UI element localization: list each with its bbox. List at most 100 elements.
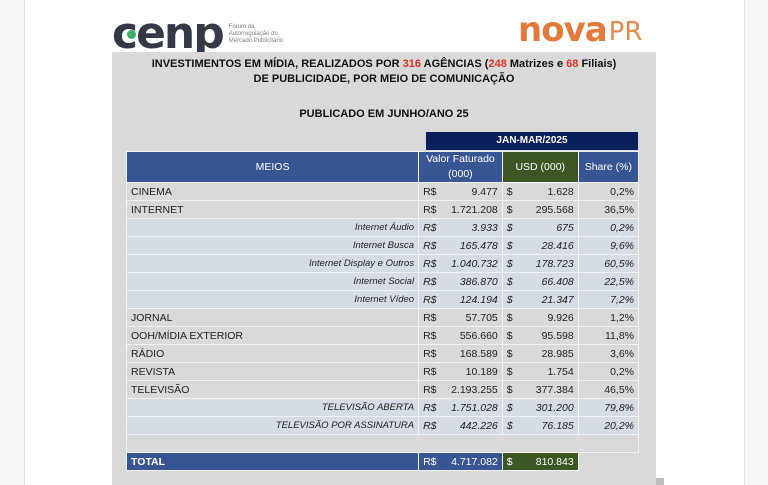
share-percent: 0,2%: [577, 218, 640, 237]
brl-amount: 165.478: [440, 236, 503, 255]
usd-amount: 301.200: [520, 398, 579, 417]
brl-currency: R$: [418, 362, 441, 381]
usd-currency: $: [501, 416, 521, 435]
brl-currency: R$: [418, 344, 441, 363]
brl-currency: R$: [418, 416, 441, 435]
usd-currency: $: [501, 272, 521, 291]
brl-currency: R$: [418, 218, 441, 237]
brl-currency: R$: [418, 272, 441, 291]
total-usd-amount: 810.843: [520, 452, 579, 471]
cenp-logo: cenp Fórum da Autorregulação do Mercado …: [112, 12, 289, 56]
cenp-tagline: Fórum da Autorregulação do Mercado Publi…: [228, 23, 284, 44]
media-name: OOH/MÍDIA EXTERIOR: [125, 326, 420, 345]
media-name: TELEVISÃO ABERTA: [125, 398, 420, 417]
table-subrow: Internet Áudio R$ 3.933 $675 0,2%: [125, 218, 640, 237]
usd-amount: 21.347: [520, 290, 579, 309]
brl-currency: R$: [418, 182, 441, 201]
brl-currency: R$: [418, 380, 441, 399]
scroll-handle[interactable]: [656, 478, 664, 485]
media-name: Internet Busca: [125, 236, 420, 255]
total-row: TOTAL R$ 4.717.082 $ 810.843: [125, 452, 639, 471]
usd-amount: 295.568: [520, 200, 579, 219]
share-percent: 0,2%: [577, 362, 640, 381]
usd-amount: 28.416: [520, 236, 579, 255]
usd-amount: 28.985: [520, 344, 579, 363]
usd-currency: $: [501, 254, 521, 273]
share-percent: 20,2%: [577, 416, 640, 435]
usd-amount: 377.384: [520, 380, 579, 399]
share-percent: 79,8%: [577, 398, 640, 417]
usd-currency: $: [501, 380, 521, 399]
brl-amount: 168.589: [440, 344, 503, 363]
usd-amount: 1.628: [520, 182, 579, 201]
media-name: TELEVISÃO: [125, 380, 420, 399]
total-brl-amount: 4.717.082: [440, 452, 503, 471]
media-name: TELEVISÃO POR ASSINATURA: [125, 416, 420, 435]
brl-amount: 442.226: [440, 416, 503, 435]
title-text: AGÊNCIAS (: [421, 58, 489, 70]
share-percent: 1,2%: [577, 308, 640, 327]
table-subrow: Internet Busca R$ 165.478 $28.416 9,6%: [125, 236, 640, 255]
matrizes-count: 248: [488, 58, 507, 70]
left-margin: [0, 0, 25, 485]
table-row: CINEMA R$ 9.477 $1.628 0,2%: [125, 182, 640, 201]
brl-currency: R$: [418, 254, 441, 273]
usd-currency: $: [501, 398, 521, 417]
col-usd: USD (000): [501, 151, 579, 183]
usd-currency: $: [501, 182, 521, 201]
media-name: Internet Áudio: [125, 218, 420, 237]
report-title-line2: DE PUBLICIDADE, POR MEIO DE COMUNICAÇÃO: [253, 73, 515, 85]
total-usd-currency: $: [501, 452, 521, 471]
total-brl-currency: R$: [418, 452, 441, 471]
period-header: JAN-MAR/2025: [426, 132, 638, 150]
title-text: Filiais): [578, 58, 617, 70]
share-percent: 3,6%: [577, 344, 640, 363]
table-row: INTERNET R$ 1.721.208 $295.568 36,5%: [125, 200, 640, 219]
column-header-row: MEIOS Valor Faturado (000) USD (000) Sha…: [125, 151, 640, 183]
table-subrow: Internet Display e Outros R$ 1.040.732 $178…: [125, 254, 640, 273]
share-percent: 9,6%: [577, 236, 640, 255]
table-row: REVISTA R$ 10.189 $1.754 0,2%: [125, 362, 640, 381]
report-sheet: INVESTIMENTOS EM MÍDIA, REALIZADOS POR 3…: [112, 52, 656, 485]
usd-currency: $: [501, 290, 521, 309]
usd-amount: 178.723: [520, 254, 579, 273]
brl-amount: 9.477: [440, 182, 503, 201]
usd-currency: $: [501, 326, 521, 345]
media-name: RÁDIO: [125, 344, 420, 363]
cenp-dot-icon: [127, 30, 136, 39]
media-name: JORNAL: [125, 308, 420, 327]
right-margin: [744, 0, 768, 485]
brl-currency: R$: [418, 308, 441, 327]
brl-currency: R$: [418, 398, 441, 417]
title-text: Matrizes e: [506, 58, 567, 70]
media-name: REVISTA: [125, 362, 420, 381]
table-row: OOH/MÍDIA EXTERIOR R$ 556.660 $95.598 11,8%: [125, 326, 640, 345]
brl-amount: 1.751.028: [440, 398, 503, 417]
table-row: RÁDIO R$ 168.589 $28.985 3,6%: [125, 344, 640, 363]
col-meios: MEIOS: [125, 151, 420, 183]
total-label: TOTAL: [125, 452, 420, 471]
usd-amount: 66.408: [520, 272, 579, 291]
col-share: Share (%): [577, 151, 640, 183]
media-name: CINEMA: [125, 182, 420, 201]
brl-amount: 10.189: [440, 362, 503, 381]
table-row: TELEVISÃO R$ 2.193.255 $377.384 46,5%: [125, 380, 640, 399]
table-subrow: TELEVISÃO POR ASSINATURA R$ 442.226 $76.185…: [125, 416, 640, 435]
usd-currency: $: [501, 236, 521, 255]
novapr-suffix: PR: [608, 17, 643, 47]
usd-currency: $: [501, 362, 521, 381]
table-subrow: Internet Social R$ 386.870 $66.408 22,5%: [125, 272, 640, 291]
table-subrow: TELEVISÃO ABERTA R$ 1.751.028 $301.200 79,8%: [125, 398, 640, 417]
agencies-total: 316: [402, 58, 422, 70]
table-subrow: Internet Vídeo R$ 124.194 $21.347 7,2%: [125, 290, 640, 309]
usd-amount: 95.598: [520, 326, 579, 345]
brl-amount: 556.660: [440, 326, 503, 345]
media-name: Internet Vídeo: [125, 290, 420, 309]
share-percent: 7,2%: [577, 290, 640, 309]
media-name: Internet Social: [125, 272, 420, 291]
title-text: INVESTIMENTOS EM MÍDIA, REALIZADOS POR: [151, 58, 403, 70]
brl-amount: 1.721.208: [440, 200, 503, 219]
brl-amount: 386.870: [440, 272, 503, 291]
published-date: PUBLICADO EM JUNHO/ANO 25: [299, 108, 469, 120]
brl-amount: 124.194: [440, 290, 503, 309]
